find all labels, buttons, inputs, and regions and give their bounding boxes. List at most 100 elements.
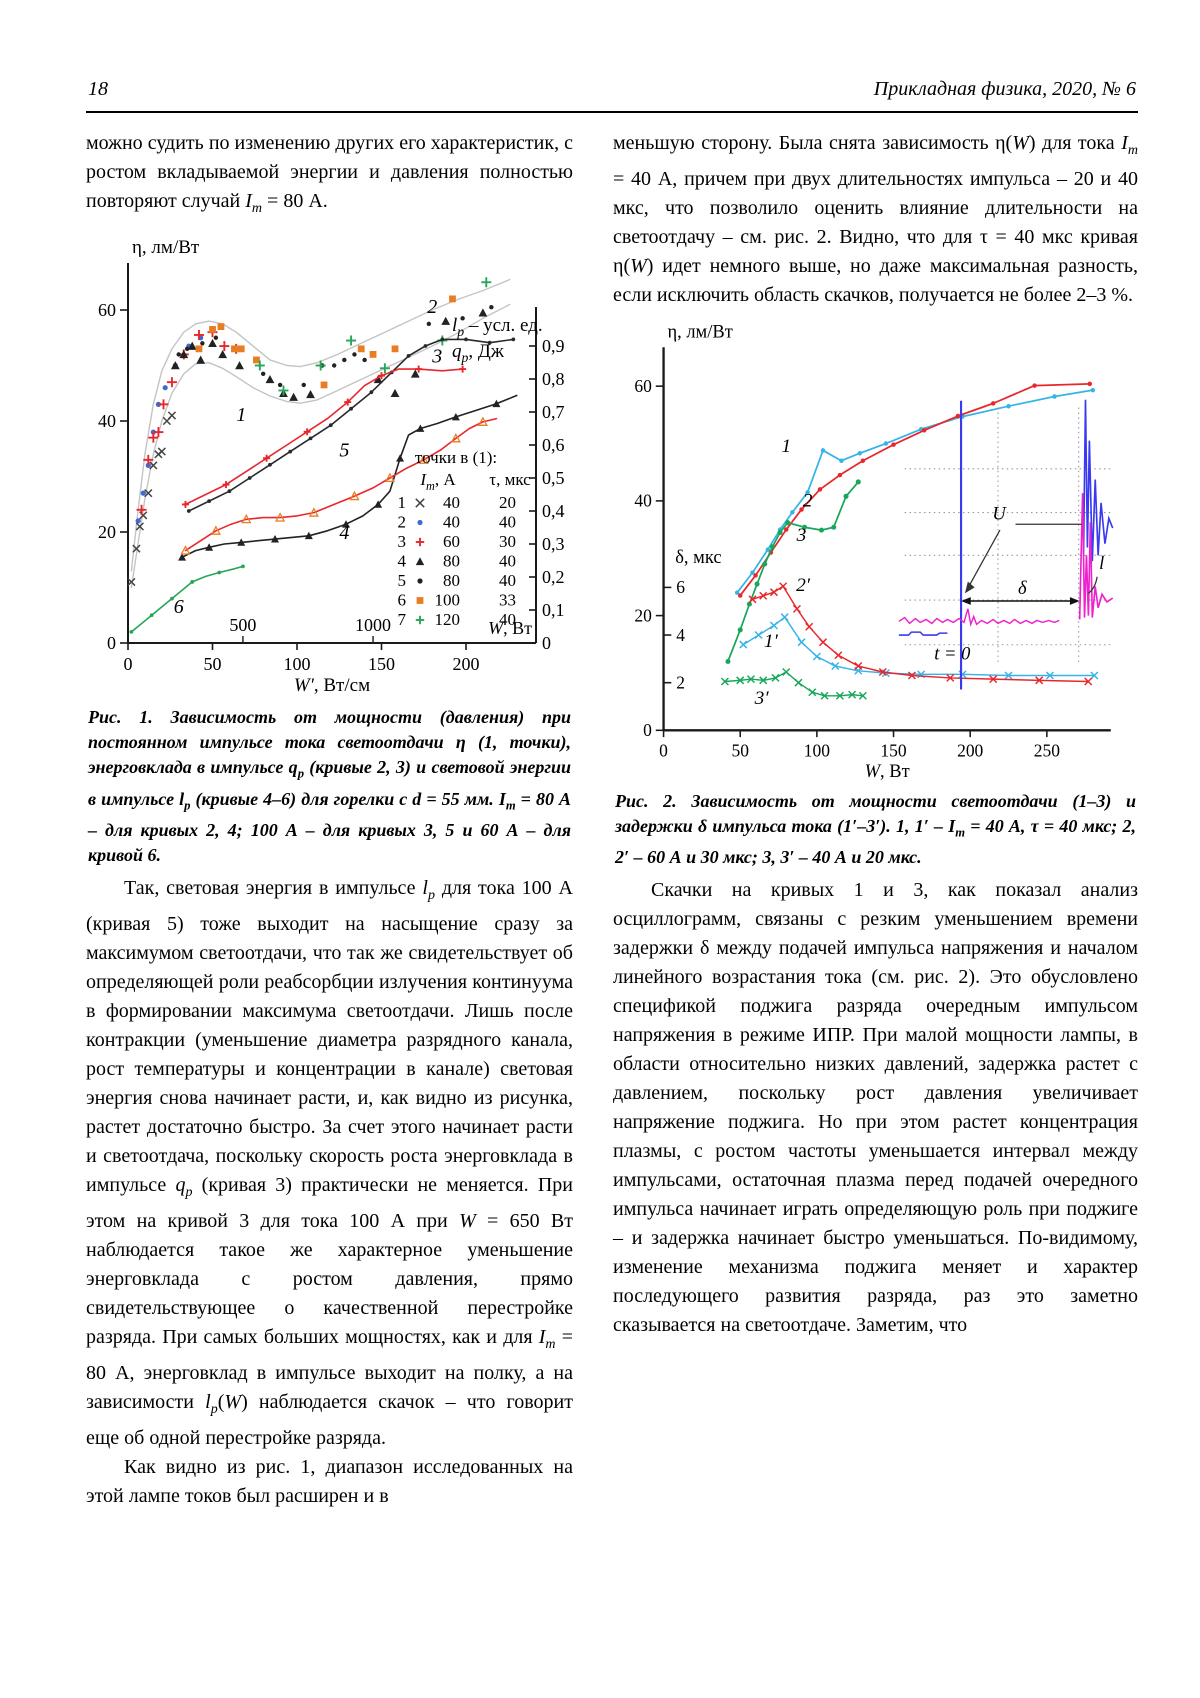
figure-2-chart: 0 50 100 150 200 250 0 20 40 60 2 4 6 1 2 3 2′ 1′ 3′ η, лм/… bbox=[634, 322, 1114, 781]
journal-title: Прикладная физика, 2020, № 6 bbox=[873, 78, 1136, 100]
svg-text:2′: 2′ bbox=[796, 575, 811, 596]
svg-text:100: 100 bbox=[435, 591, 461, 610]
svg-text:40: 40 bbox=[98, 411, 116, 431]
svg-text:1: 1 bbox=[398, 493, 407, 512]
paragraph: Как видно из рис. 1, диапазон исследован… bbox=[86, 1456, 573, 1508]
inset-u-label: U bbox=[992, 503, 1007, 523]
svg-text:7: 7 bbox=[398, 610, 407, 629]
svg-text:0,3: 0,3 bbox=[542, 534, 565, 554]
figure-1-caption: Рис. 1. Зависимость от мощности (давлени… bbox=[88, 707, 571, 866]
svg-text:0: 0 bbox=[107, 633, 116, 653]
svg-text:150: 150 bbox=[880, 741, 906, 761]
svg-text:40: 40 bbox=[499, 552, 516, 571]
svg-text:150: 150 bbox=[368, 654, 395, 674]
svg-text:40: 40 bbox=[499, 610, 516, 629]
column-left: можно судить по изменению других его хар… bbox=[86, 129, 573, 1511]
svg-text:3: 3 bbox=[796, 525, 807, 546]
svg-text:η, лм/Вт: η, лм/Вт bbox=[667, 322, 732, 342]
light-pulse-spike bbox=[1078, 493, 1114, 620]
svg-text:η, лм/Вт: η, лм/Вт bbox=[132, 237, 200, 258]
svg-text:δ, мкс: δ, мкс bbox=[675, 547, 721, 567]
two-column-layout: можно судить по изменению других его хар… bbox=[86, 129, 1138, 1511]
svg-text:5: 5 bbox=[398, 571, 407, 590]
svg-text:200: 200 bbox=[453, 654, 480, 674]
svg-text:120: 120 bbox=[435, 610, 461, 629]
svg-text:0: 0 bbox=[659, 741, 668, 761]
svg-text:2: 2 bbox=[803, 491, 813, 512]
u-pointer-diagonal bbox=[968, 529, 1001, 587]
svg-text:0,2: 0,2 bbox=[542, 567, 565, 587]
delta-arrowhead-right bbox=[1069, 597, 1080, 605]
svg-text:200: 200 bbox=[957, 741, 983, 761]
paragraph: можно судить по изменению других его хар… bbox=[86, 132, 573, 216]
oscillogram-inset: U l δ t = 0 bbox=[898, 399, 1114, 690]
svg-text:20: 20 bbox=[98, 522, 116, 542]
svg-text:20: 20 bbox=[634, 605, 652, 625]
svg-text:33: 33 bbox=[499, 591, 516, 610]
inset-l-label: l bbox=[1099, 553, 1104, 573]
svg-text:1′: 1′ bbox=[764, 631, 779, 652]
svg-text:4: 4 bbox=[676, 625, 685, 645]
paragraph: меньшую сторону. Была снята зависимость … bbox=[613, 132, 1138, 306]
u-arrowhead bbox=[964, 581, 975, 594]
l-pointer-line bbox=[1088, 576, 1098, 594]
svg-text:0: 0 bbox=[542, 633, 551, 653]
svg-text:0,5: 0,5 bbox=[542, 468, 565, 488]
column-right: меньшую сторону. Была снята зависимость … bbox=[613, 129, 1138, 1511]
svg-text:60: 60 bbox=[98, 300, 116, 320]
svg-text:40: 40 bbox=[443, 513, 460, 532]
svg-text:0: 0 bbox=[124, 654, 133, 674]
svg-text:3: 3 bbox=[398, 532, 407, 551]
svg-text:3: 3 bbox=[431, 346, 442, 368]
svg-text:40: 40 bbox=[634, 491, 652, 511]
inset-delta-label: δ bbox=[1018, 578, 1027, 598]
voltage-second-burst bbox=[1082, 399, 1114, 562]
svg-text:0,1: 0,1 bbox=[542, 600, 565, 620]
svg-text:0,7: 0,7 bbox=[542, 402, 565, 422]
figure-2: 0 50 100 150 200 250 0 20 40 60 2 4 6 1 2 3 2′ 1′ 3′ η, лм/… bbox=[613, 322, 1138, 870]
svg-text:40: 40 bbox=[499, 513, 516, 532]
svg-text:W, Вт: W, Вт bbox=[865, 761, 910, 781]
svg-text:40: 40 bbox=[443, 493, 460, 512]
svg-text:0: 0 bbox=[643, 720, 652, 740]
svg-text:40: 40 bbox=[499, 571, 516, 590]
paragraph: Скачки на кривых 1 и 3, как показал анал… bbox=[613, 879, 1138, 1337]
svg-text:0,4: 0,4 bbox=[542, 501, 565, 521]
paragraph: Так, световая энергия в импульсе lp для … bbox=[86, 877, 574, 1450]
svg-text:60: 60 bbox=[443, 532, 460, 551]
svg-text:5: 5 bbox=[339, 440, 349, 462]
inset-t0-label: t = 0 bbox=[934, 643, 970, 663]
svg-text:100: 100 bbox=[284, 654, 311, 674]
svg-text:1000: 1000 bbox=[355, 615, 391, 635]
page-number: 18 bbox=[88, 78, 108, 100]
figure-1: 0 50 100 150 200 500 1000 0 20 40 60 0 0,1 0,2 0,3 0,4 0… bbox=[86, 235, 573, 868]
svg-text:80: 80 bbox=[443, 552, 460, 571]
svg-text:6: 6 bbox=[398, 591, 407, 610]
svg-text:30: 30 bbox=[499, 532, 516, 551]
svg-text:1: 1 bbox=[781, 436, 791, 457]
svg-text:4: 4 bbox=[398, 552, 407, 571]
svg-text:20: 20 bbox=[499, 493, 516, 512]
svg-text:Im, А: Im, А bbox=[419, 470, 456, 493]
svg-text:500: 500 bbox=[229, 615, 256, 635]
svg-text:50: 50 bbox=[204, 654, 222, 674]
light-baseline bbox=[898, 608, 1060, 628]
svg-text:W, Вт: W, Вт bbox=[488, 618, 532, 638]
svg-text:0,6: 0,6 bbox=[542, 435, 565, 455]
voltage-baseline bbox=[898, 631, 948, 636]
delta-arrowhead-left bbox=[961, 597, 971, 605]
svg-text:lp – усл. ед.: lp – усл. ед. bbox=[452, 315, 543, 339]
svg-text:6: 6 bbox=[676, 577, 685, 597]
svg-text:0,8: 0,8 bbox=[542, 369, 565, 389]
svg-text:2: 2 bbox=[398, 513, 407, 532]
svg-text:точки в (1):: точки в (1): bbox=[415, 448, 497, 467]
svg-text:1: 1 bbox=[236, 404, 246, 426]
svg-text:2: 2 bbox=[427, 296, 437, 318]
svg-text:6: 6 bbox=[174, 596, 184, 618]
svg-text:250: 250 bbox=[1034, 741, 1060, 761]
svg-text:4: 4 bbox=[339, 522, 349, 544]
svg-text:W′, Вт/см: W′, Вт/см bbox=[294, 675, 370, 696]
svg-text:2: 2 bbox=[676, 673, 685, 693]
